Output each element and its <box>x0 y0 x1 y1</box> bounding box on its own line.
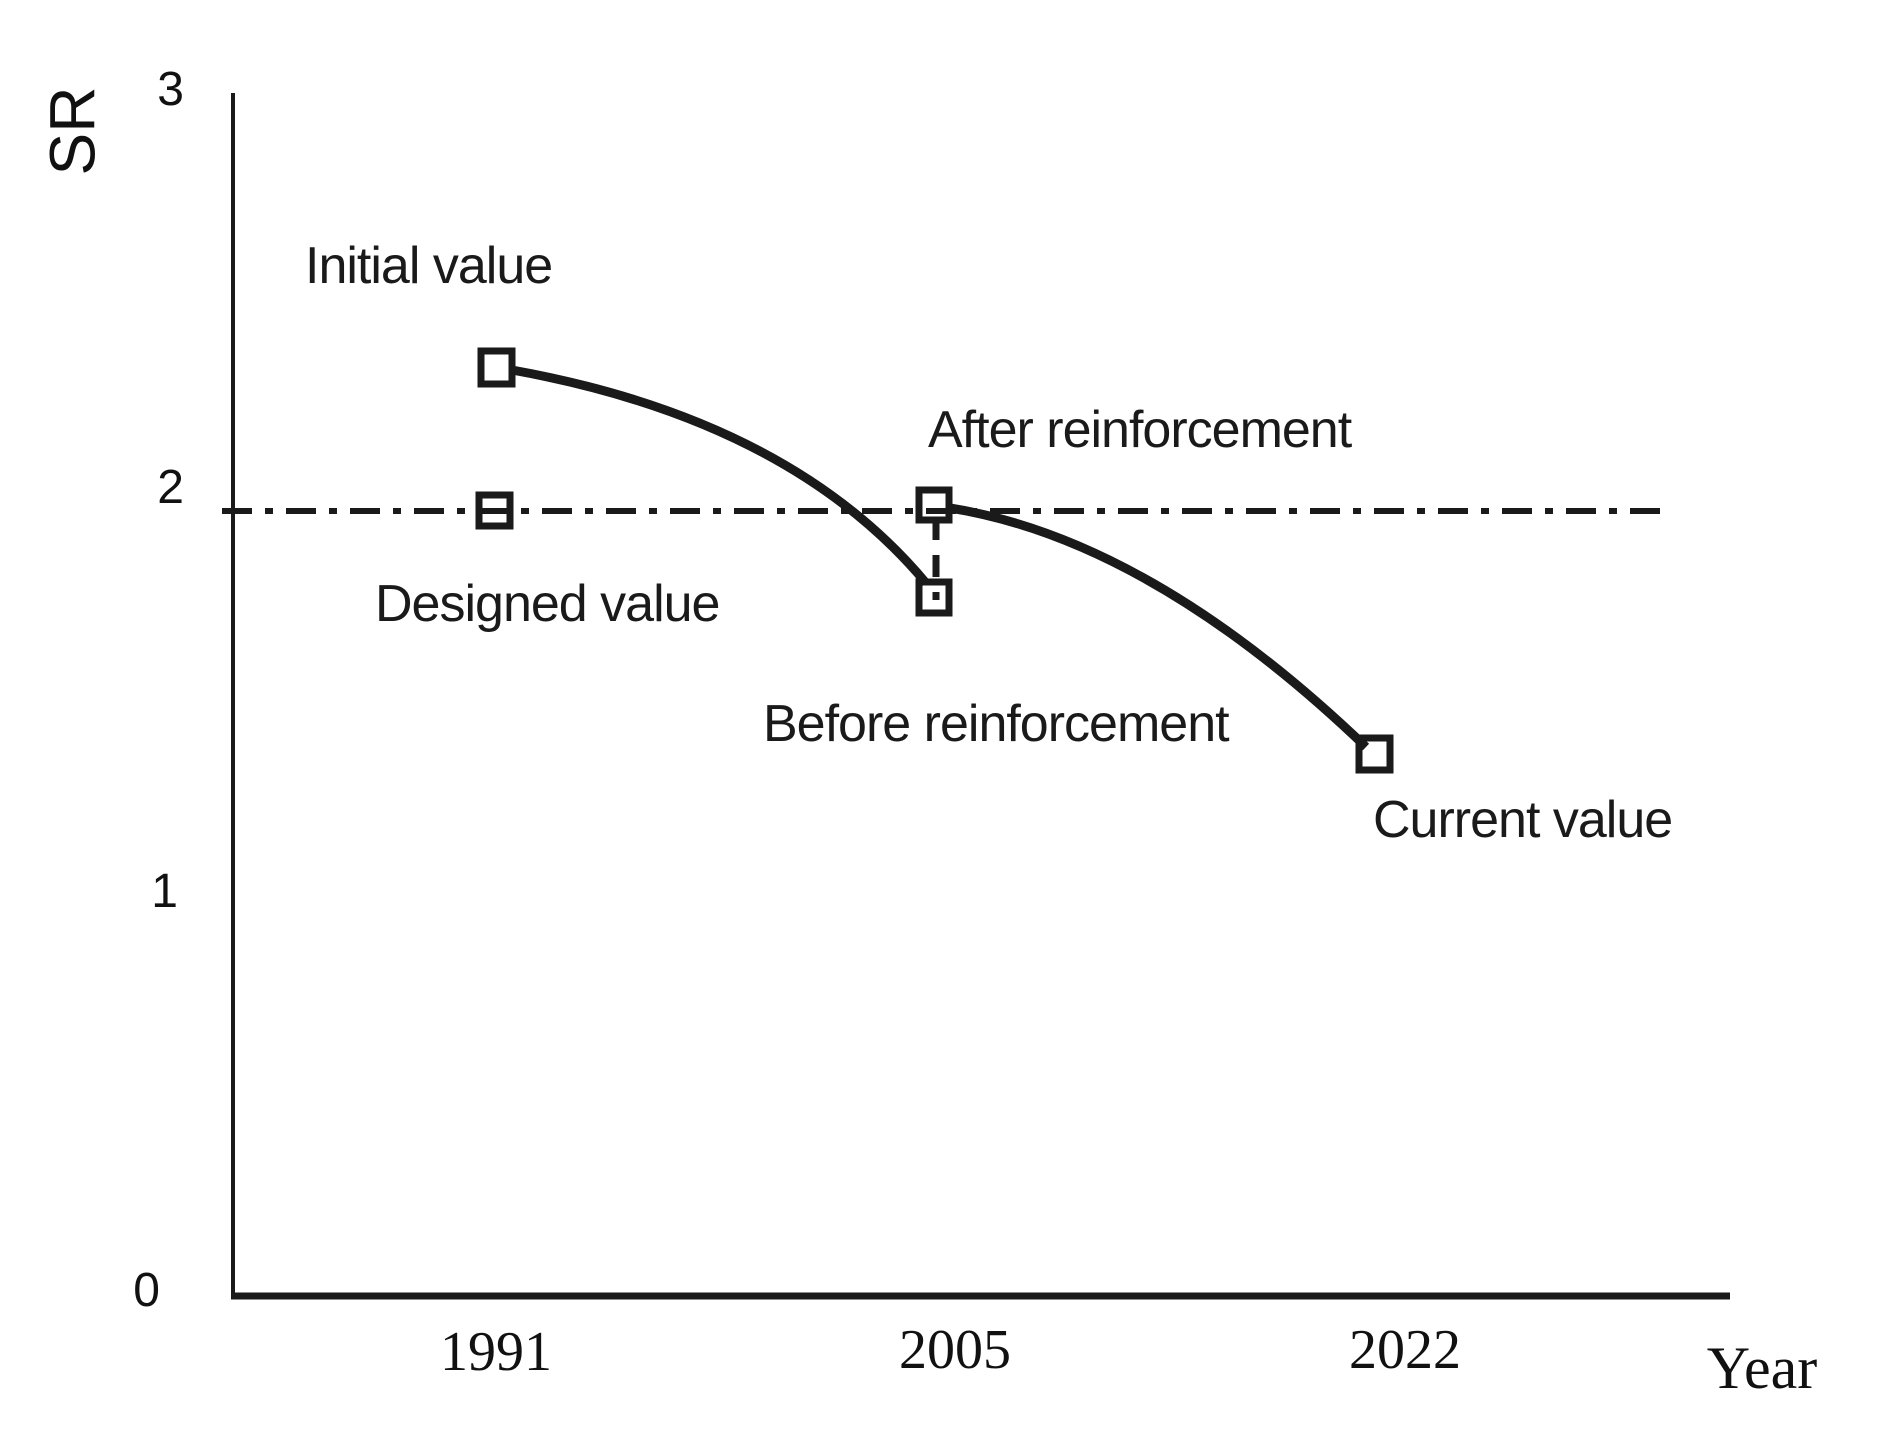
x-tick-2022: 2022 <box>1349 1319 1461 1381</box>
y-tick-2: 2 <box>157 461 184 514</box>
marker-after-reinforcement <box>915 486 953 524</box>
after-reinforcement-label: After reinforcement <box>928 401 1353 459</box>
degradation-curve-1991-2005 <box>511 365 930 586</box>
before-reinforcement-label: Before reinforcement <box>763 695 1230 753</box>
x-tick-2005: 2005 <box>899 1319 1011 1381</box>
y-tick-3: 3 <box>157 63 184 116</box>
initial-value-label: Initial value <box>305 237 552 295</box>
y-axis-title: SR <box>36 87 108 176</box>
current-value-label: Current value <box>1373 791 1672 849</box>
x-tick-1991: 1991 <box>440 1321 552 1383</box>
y-tick-1: 1 <box>151 865 178 918</box>
marker-current-value <box>1355 734 1394 774</box>
designed-value-label: Designed value <box>375 575 719 633</box>
y-tick-0: 0 <box>133 1264 160 1317</box>
marker-initial-value <box>477 347 516 388</box>
degradation-curve-2005-2022 <box>949 503 1370 751</box>
marker-designed-value <box>475 491 514 530</box>
marker-before-reinforcement <box>915 578 953 617</box>
x-axis-title: Year <box>1707 1335 1818 1401</box>
